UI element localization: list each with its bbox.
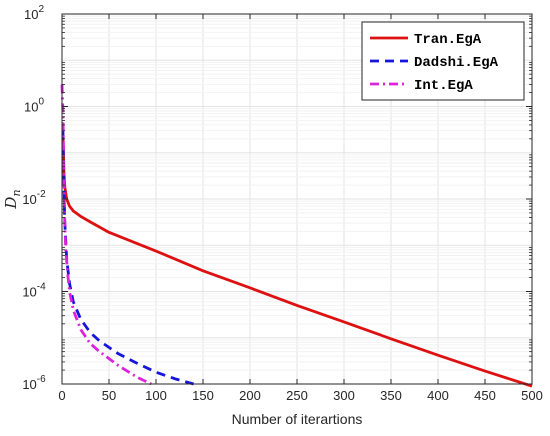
y-axis-label-base: D bbox=[2, 197, 20, 210]
y-axis-ticks: 10-6 10-4 10-2 100 102 bbox=[22, 4, 532, 392]
x-axis-label: Number of iterartions bbox=[232, 411, 363, 427]
x-tick-label: 500 bbox=[521, 388, 543, 403]
legend-label-1: Tran.EgA bbox=[414, 32, 482, 48]
x-tick-label: 250 bbox=[286, 388, 308, 403]
grid bbox=[61, 14, 533, 384]
legend: Tran.EgA Dadshi.EgA Int.EgA bbox=[361, 21, 525, 101]
x-axis-ticks: 0 50 100 150 200 250 300 350 400 450 500 bbox=[58, 14, 543, 403]
series-layer bbox=[60, 84, 533, 388]
legend-label-2: Dadshi.EgA bbox=[414, 55, 499, 71]
series-line-1 bbox=[61, 134, 533, 388]
y-axis-label-subscript: n bbox=[10, 189, 23, 196]
x-tick-label: 400 bbox=[427, 388, 449, 403]
y-tick-label: 102 bbox=[24, 4, 44, 22]
y-tick-label: 10-2 bbox=[22, 189, 46, 207]
y-tick-label: 10-4 bbox=[22, 282, 46, 300]
x-tick-label: 300 bbox=[333, 388, 355, 403]
legend-label-3: Int.EgA bbox=[414, 78, 473, 94]
x-tick-label: 450 bbox=[474, 388, 496, 403]
y-axis-label: Dn bbox=[2, 189, 23, 209]
x-tick-label: 50 bbox=[102, 388, 116, 403]
x-tick-label: 200 bbox=[239, 388, 261, 403]
y-tick-label: 100 bbox=[24, 97, 44, 115]
x-tick-label: 150 bbox=[192, 388, 214, 403]
series-line-2 bbox=[61, 130, 194, 386]
x-tick-label: 0 bbox=[58, 388, 65, 403]
x-tick-label: 350 bbox=[380, 388, 402, 403]
series-line-3 bbox=[60, 84, 152, 386]
y-tick-label: 10-6 bbox=[22, 374, 46, 392]
x-tick-label: 100 bbox=[145, 388, 167, 403]
